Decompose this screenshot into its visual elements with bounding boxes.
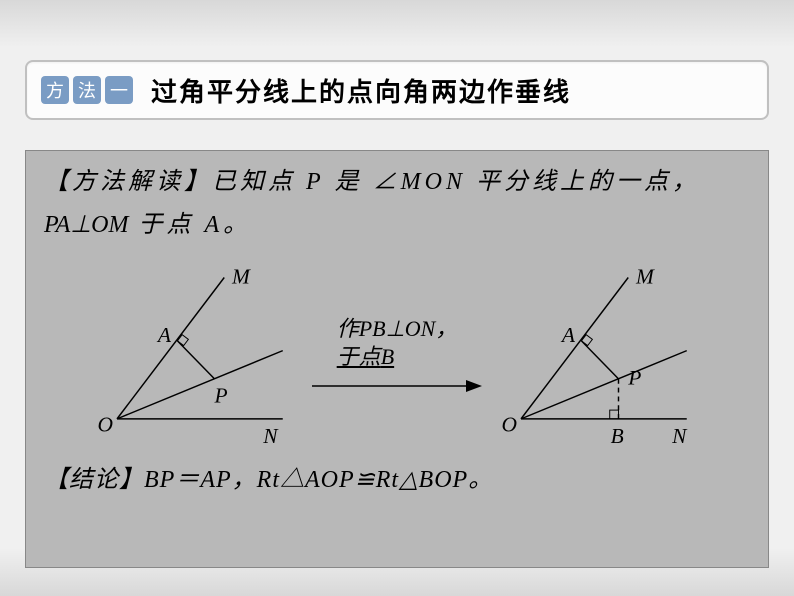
var-PB: PB <box>359 316 386 341</box>
svg-text:M: M <box>231 264 251 288</box>
method-text: 【方法解读】已知点 P 是 ∠MON 平分线上的一点， PA⊥OM 于点 A。 <box>44 161 750 247</box>
svg-text:P: P <box>627 366 641 390</box>
content-box: 【方法解读】已知点 P 是 ∠MON 平分线上的一点， PA⊥OM 于点 A。 … <box>25 150 769 568</box>
svg-text:O: O <box>502 412 517 436</box>
var-PA: PA <box>44 212 70 238</box>
concl-d: ，Rt△ <box>232 467 305 493</box>
concl-h: 。 <box>468 467 493 493</box>
svg-text:M: M <box>635 264 655 288</box>
svg-text:N: N <box>671 424 688 448</box>
badge-group: 方 法 一 <box>41 76 133 104</box>
constr-1e: ， <box>435 316 457 341</box>
var-P: P <box>306 169 325 195</box>
eq-sign: ＝ <box>175 467 200 493</box>
header-bar: 方 法 一 过角平分线上的点向角两边作垂线 <box>25 60 769 120</box>
var-ON: ON <box>405 316 436 341</box>
method-1c: 平分线上的一点， <box>466 169 700 195</box>
var-MON: MON <box>401 169 466 195</box>
diagram-right: O N M A P B <box>489 258 709 453</box>
badge-3: 一 <box>105 76 133 104</box>
var-B: B <box>381 344 394 369</box>
conclusion-text: 【结论】BP＝AP，Rt△AOP≌Rt△BOP。 <box>44 459 750 494</box>
method-label: 【方法解读】 <box>44 169 212 195</box>
constr-1a: 作 <box>337 316 359 341</box>
svg-text:A: A <box>560 323 576 347</box>
concl-f: ≌Rt△ <box>355 467 419 493</box>
svg-text:A: A <box>156 323 172 347</box>
method-1b: 是 ∠ <box>325 169 401 195</box>
svg-text:O: O <box>98 412 113 436</box>
diagram-row: ONMAP 作PB⊥ON， 于点B ONMAPB <box>44 255 750 455</box>
badge-1: 方 <box>41 76 69 104</box>
method-1a: 已知点 <box>212 169 306 195</box>
method-2d: 于点 <box>128 212 204 238</box>
svg-text:B: B <box>611 424 624 448</box>
badge-2: 法 <box>73 76 101 104</box>
construction-text: 作PB⊥ON， 于点B <box>337 315 458 372</box>
var-AOP: AOP <box>305 467 355 493</box>
var-AP: AP <box>200 467 231 493</box>
arrow-section: 作PB⊥ON， 于点B <box>307 315 487 396</box>
arrow-icon <box>312 376 482 396</box>
perp-1: ⊥ <box>70 212 91 238</box>
svg-text:P: P <box>213 383 227 407</box>
svg-text:N: N <box>262 424 279 448</box>
var-BOP: BOP <box>419 467 469 493</box>
diagram-left: O N M A P <box>85 258 305 453</box>
conclusion-label: 【结论】 <box>44 467 144 493</box>
var-A: A <box>204 212 223 238</box>
method-2f: 。 <box>223 212 251 238</box>
header-title: 过角平分线上的点向角两边作垂线 <box>151 72 571 109</box>
var-OM: OM <box>91 212 128 238</box>
perp-2: ⊥ <box>386 316 405 341</box>
var-BP: BP <box>144 467 175 493</box>
constr-2a: 于点 <box>337 344 381 369</box>
